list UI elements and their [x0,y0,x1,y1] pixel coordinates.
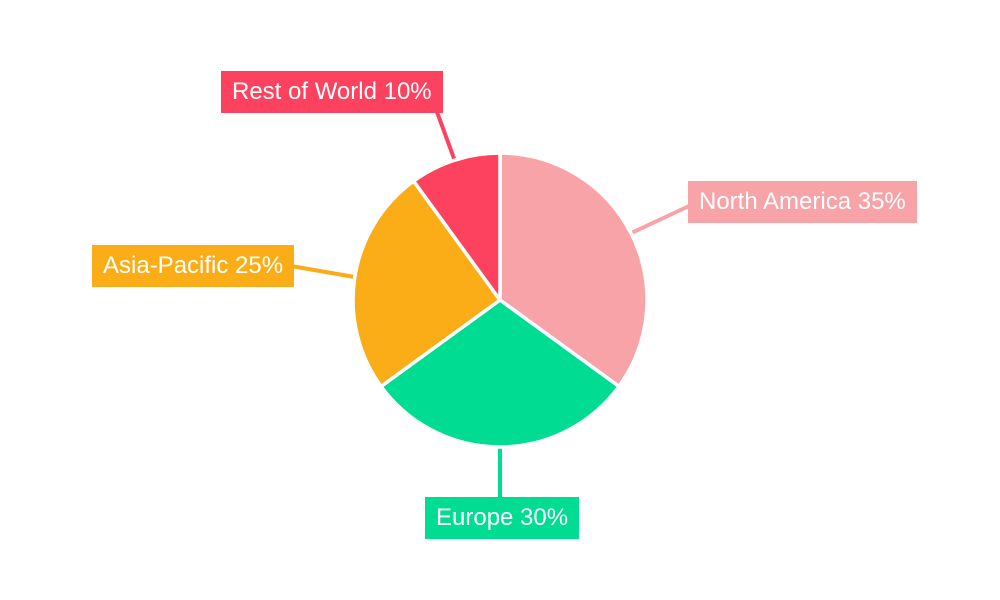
leader-line-rest-of-world [435,111,457,160]
leader-line-north-america [631,204,690,235]
pie-slice-asia-pacific[interactable] [351,179,502,389]
pie-label-rest-of-world: Rest of World 10% [221,71,443,113]
pie-slice-rest-of-world[interactable] [411,151,502,302]
pie-slice-north-america[interactable] [498,151,649,389]
pie-label-asia-pacific: Asia-Pacific 25% [92,245,295,287]
leader-line-asia-pacific [290,264,355,279]
pie-label-europe: Europe 30% [425,497,580,539]
pie-slice-europe[interactable] [379,298,621,449]
pie-label-north-america: North America 35% [688,181,917,223]
